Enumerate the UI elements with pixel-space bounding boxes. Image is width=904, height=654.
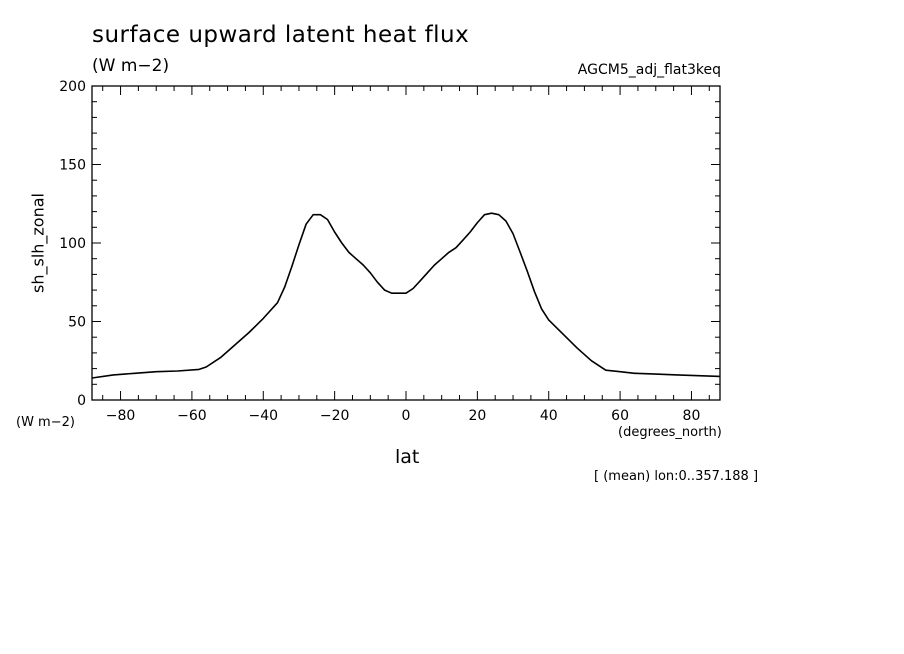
y-tick-label: 150 (59, 158, 86, 174)
y-axis-units: (W m−2) (16, 415, 75, 430)
x-tick-label: 60 (611, 408, 629, 424)
x-tick-label: 0 (402, 408, 411, 424)
x-tick-label: 20 (468, 408, 486, 424)
chart-units: (W m−2) (92, 56, 170, 76)
axis-tick-labels: −80 −60 −40 −20 0 20 40 60 80 0 50 100 150 200 (59, 79, 700, 424)
chart-title: surface upward latent heat flux (92, 22, 470, 48)
y-tick-label: 200 (59, 79, 86, 95)
averaging-note: [ (mean) lon:0..357.188 ] (594, 469, 759, 484)
x-tick-label: −20 (320, 408, 350, 424)
y-tick-label: 100 (59, 236, 86, 252)
x-tick-label: −80 (106, 408, 136, 424)
series-line (91, 212, 721, 379)
plot-frame (91, 85, 721, 401)
axis-ticks (92, 85, 720, 401)
y-tick-label: 0 (77, 393, 86, 409)
x-tick-label: 80 (683, 408, 701, 424)
x-tick-label: −60 (177, 408, 207, 424)
x-axis-label: lat (395, 446, 420, 468)
x-axis-units: (degrees_north) (618, 425, 722, 440)
y-tick-label: 50 (68, 315, 86, 331)
x-tick-label: 40 (540, 408, 558, 424)
run-name: AGCM5_adj_flat3keq (577, 62, 721, 78)
series-group (91, 212, 721, 379)
x-tick-label: −40 (248, 408, 278, 424)
